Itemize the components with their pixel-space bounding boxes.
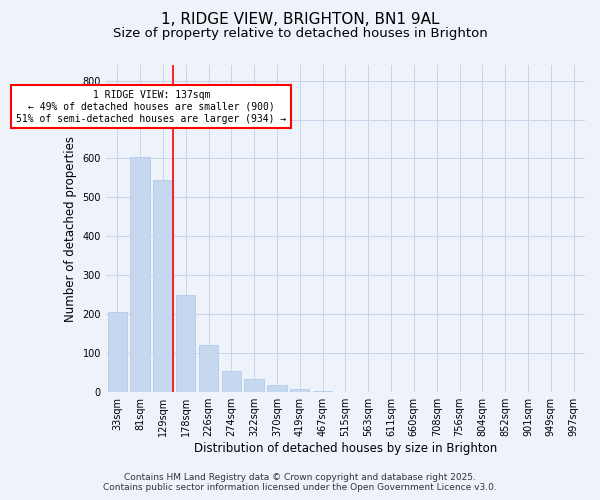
Bar <box>221 371 241 392</box>
Bar <box>130 156 150 392</box>
Y-axis label: Number of detached properties: Number of detached properties <box>64 136 77 322</box>
Bar <box>290 389 310 392</box>
X-axis label: Distribution of detached houses by size in Brighton: Distribution of detached houses by size … <box>194 442 497 455</box>
Text: 1 RIDGE VIEW: 137sqm
← 49% of detached houses are smaller (900)
51% of semi-deta: 1 RIDGE VIEW: 137sqm ← 49% of detached h… <box>16 90 287 124</box>
Bar <box>244 378 264 392</box>
Bar <box>199 346 218 392</box>
Bar <box>153 180 173 392</box>
Bar <box>267 385 287 392</box>
Bar <box>176 295 196 392</box>
Text: Size of property relative to detached houses in Brighton: Size of property relative to detached ho… <box>113 28 487 40</box>
Bar <box>107 312 127 392</box>
Text: 1, RIDGE VIEW, BRIGHTON, BN1 9AL: 1, RIDGE VIEW, BRIGHTON, BN1 9AL <box>161 12 439 28</box>
Text: Contains HM Land Registry data © Crown copyright and database right 2025.
Contai: Contains HM Land Registry data © Crown c… <box>103 473 497 492</box>
